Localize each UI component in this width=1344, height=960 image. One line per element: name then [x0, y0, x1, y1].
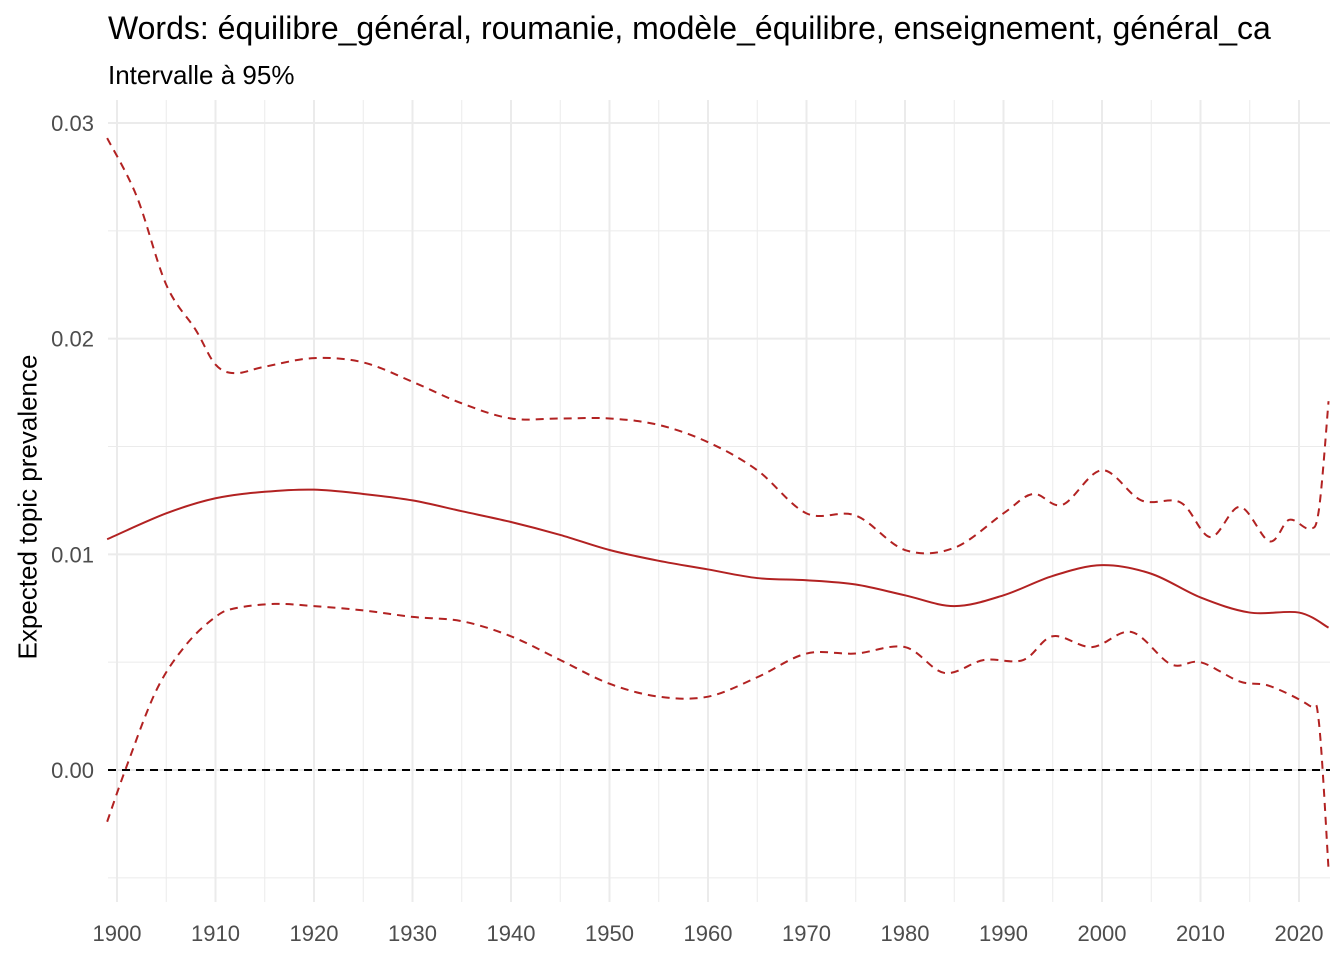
gridlines	[108, 100, 1330, 902]
x-tick-label: 1960	[684, 921, 733, 946]
x-tick-label: 1900	[93, 921, 142, 946]
estimate-line	[106, 488, 1330, 629]
x-tick-label: 1980	[881, 921, 930, 946]
x-tick-label: 1920	[290, 921, 339, 946]
x-tick-label: 1950	[585, 921, 634, 946]
x-tick-label: 1910	[191, 921, 240, 946]
x-tick-label: 2010	[1176, 921, 1225, 946]
chart-subtitle: Intervalle à 95%	[108, 60, 295, 90]
axis-ticks: 0.00 0.01 0.02 0.03 1900 1910 1920 1930 1940 1950…	[51, 111, 1323, 946]
series-lines	[106, 137, 1330, 870]
x-tick-label: 1940	[487, 921, 536, 946]
y-tick-label: 0.02	[51, 327, 94, 352]
x-tick-label: 2000	[1078, 921, 1127, 946]
x-tick-label: 1990	[979, 921, 1028, 946]
x-tick-label: 2020	[1275, 921, 1324, 946]
y-tick-label: 0.03	[51, 111, 94, 136]
x-tick-label: 1930	[388, 921, 437, 946]
chart-title: Words: équilibre_général, roumanie, modè…	[108, 10, 1271, 46]
y-tick-label: 0.00	[51, 758, 94, 783]
lower-ci-line	[106, 602, 1330, 870]
y-tick-label: 0.01	[51, 542, 94, 567]
x-tick-label: 1970	[782, 921, 831, 946]
upper-ci-line	[106, 137, 1330, 555]
